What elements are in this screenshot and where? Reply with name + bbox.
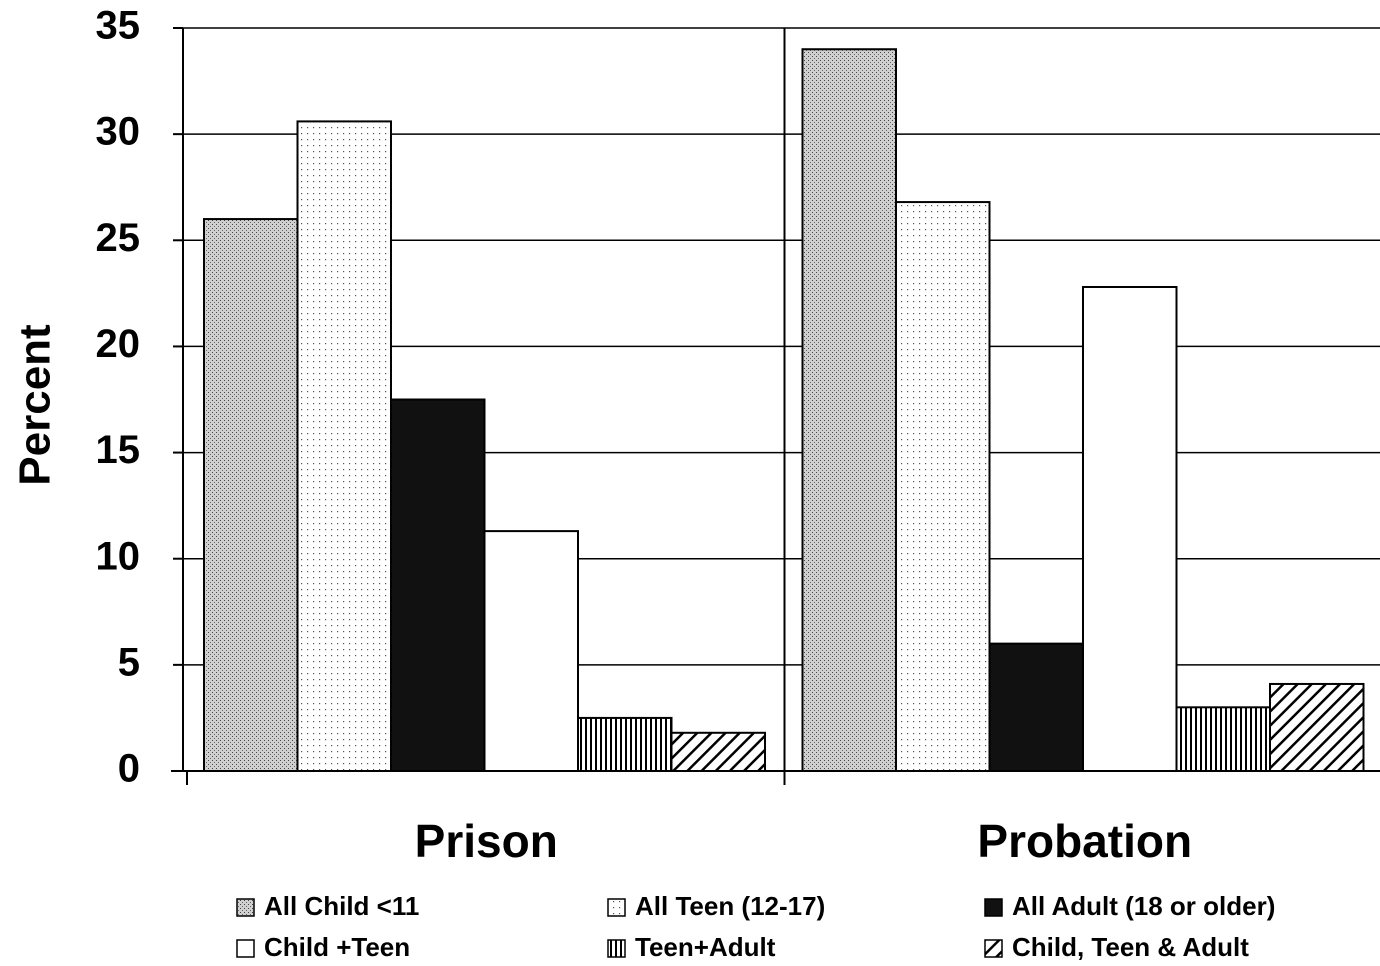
legend-swatch — [984, 939, 1003, 958]
legend-label: Teen+Adult — [635, 932, 776, 962]
bar — [203, 218, 299, 773]
bar — [1082, 285, 1178, 772]
bar — [670, 731, 766, 773]
legend-label: All Child <11 — [264, 891, 419, 921]
bar — [801, 48, 897, 772]
bar — [483, 530, 579, 772]
bar — [1175, 706, 1271, 772]
bar — [1269, 682, 1365, 772]
bar — [296, 120, 392, 773]
bar — [895, 201, 991, 772]
y-tick-label: 0 — [118, 747, 140, 791]
legend-swatch — [236, 939, 255, 958]
legend-swatch — [984, 898, 1003, 917]
y-tick-label: 25 — [96, 216, 141, 260]
legend-swatch — [607, 939, 626, 958]
legend-label: All Adult (18 or older) — [1012, 891, 1275, 921]
x-tick-label: Prison — [415, 815, 558, 867]
y-tick-label: 20 — [96, 322, 141, 366]
y-tick-label: 10 — [96, 534, 141, 578]
bar — [577, 716, 673, 773]
legend-label: Child +Teen — [264, 932, 410, 962]
legend-label: All Teen (12-17) — [635, 891, 825, 921]
bar — [390, 398, 486, 772]
legend-swatch — [607, 898, 626, 917]
legend-swatch — [236, 898, 255, 917]
legend-label: Child, Teen & Adult — [1012, 932, 1249, 962]
y-tick-label: 15 — [96, 428, 141, 472]
y-tick-label: 30 — [96, 110, 141, 154]
y-tick-label: 5 — [118, 640, 140, 684]
bar — [988, 642, 1084, 773]
x-tick-label: Probation — [977, 815, 1192, 867]
y-tick-label: 35 — [96, 4, 141, 48]
y-axis-label: Percent — [11, 324, 60, 486]
